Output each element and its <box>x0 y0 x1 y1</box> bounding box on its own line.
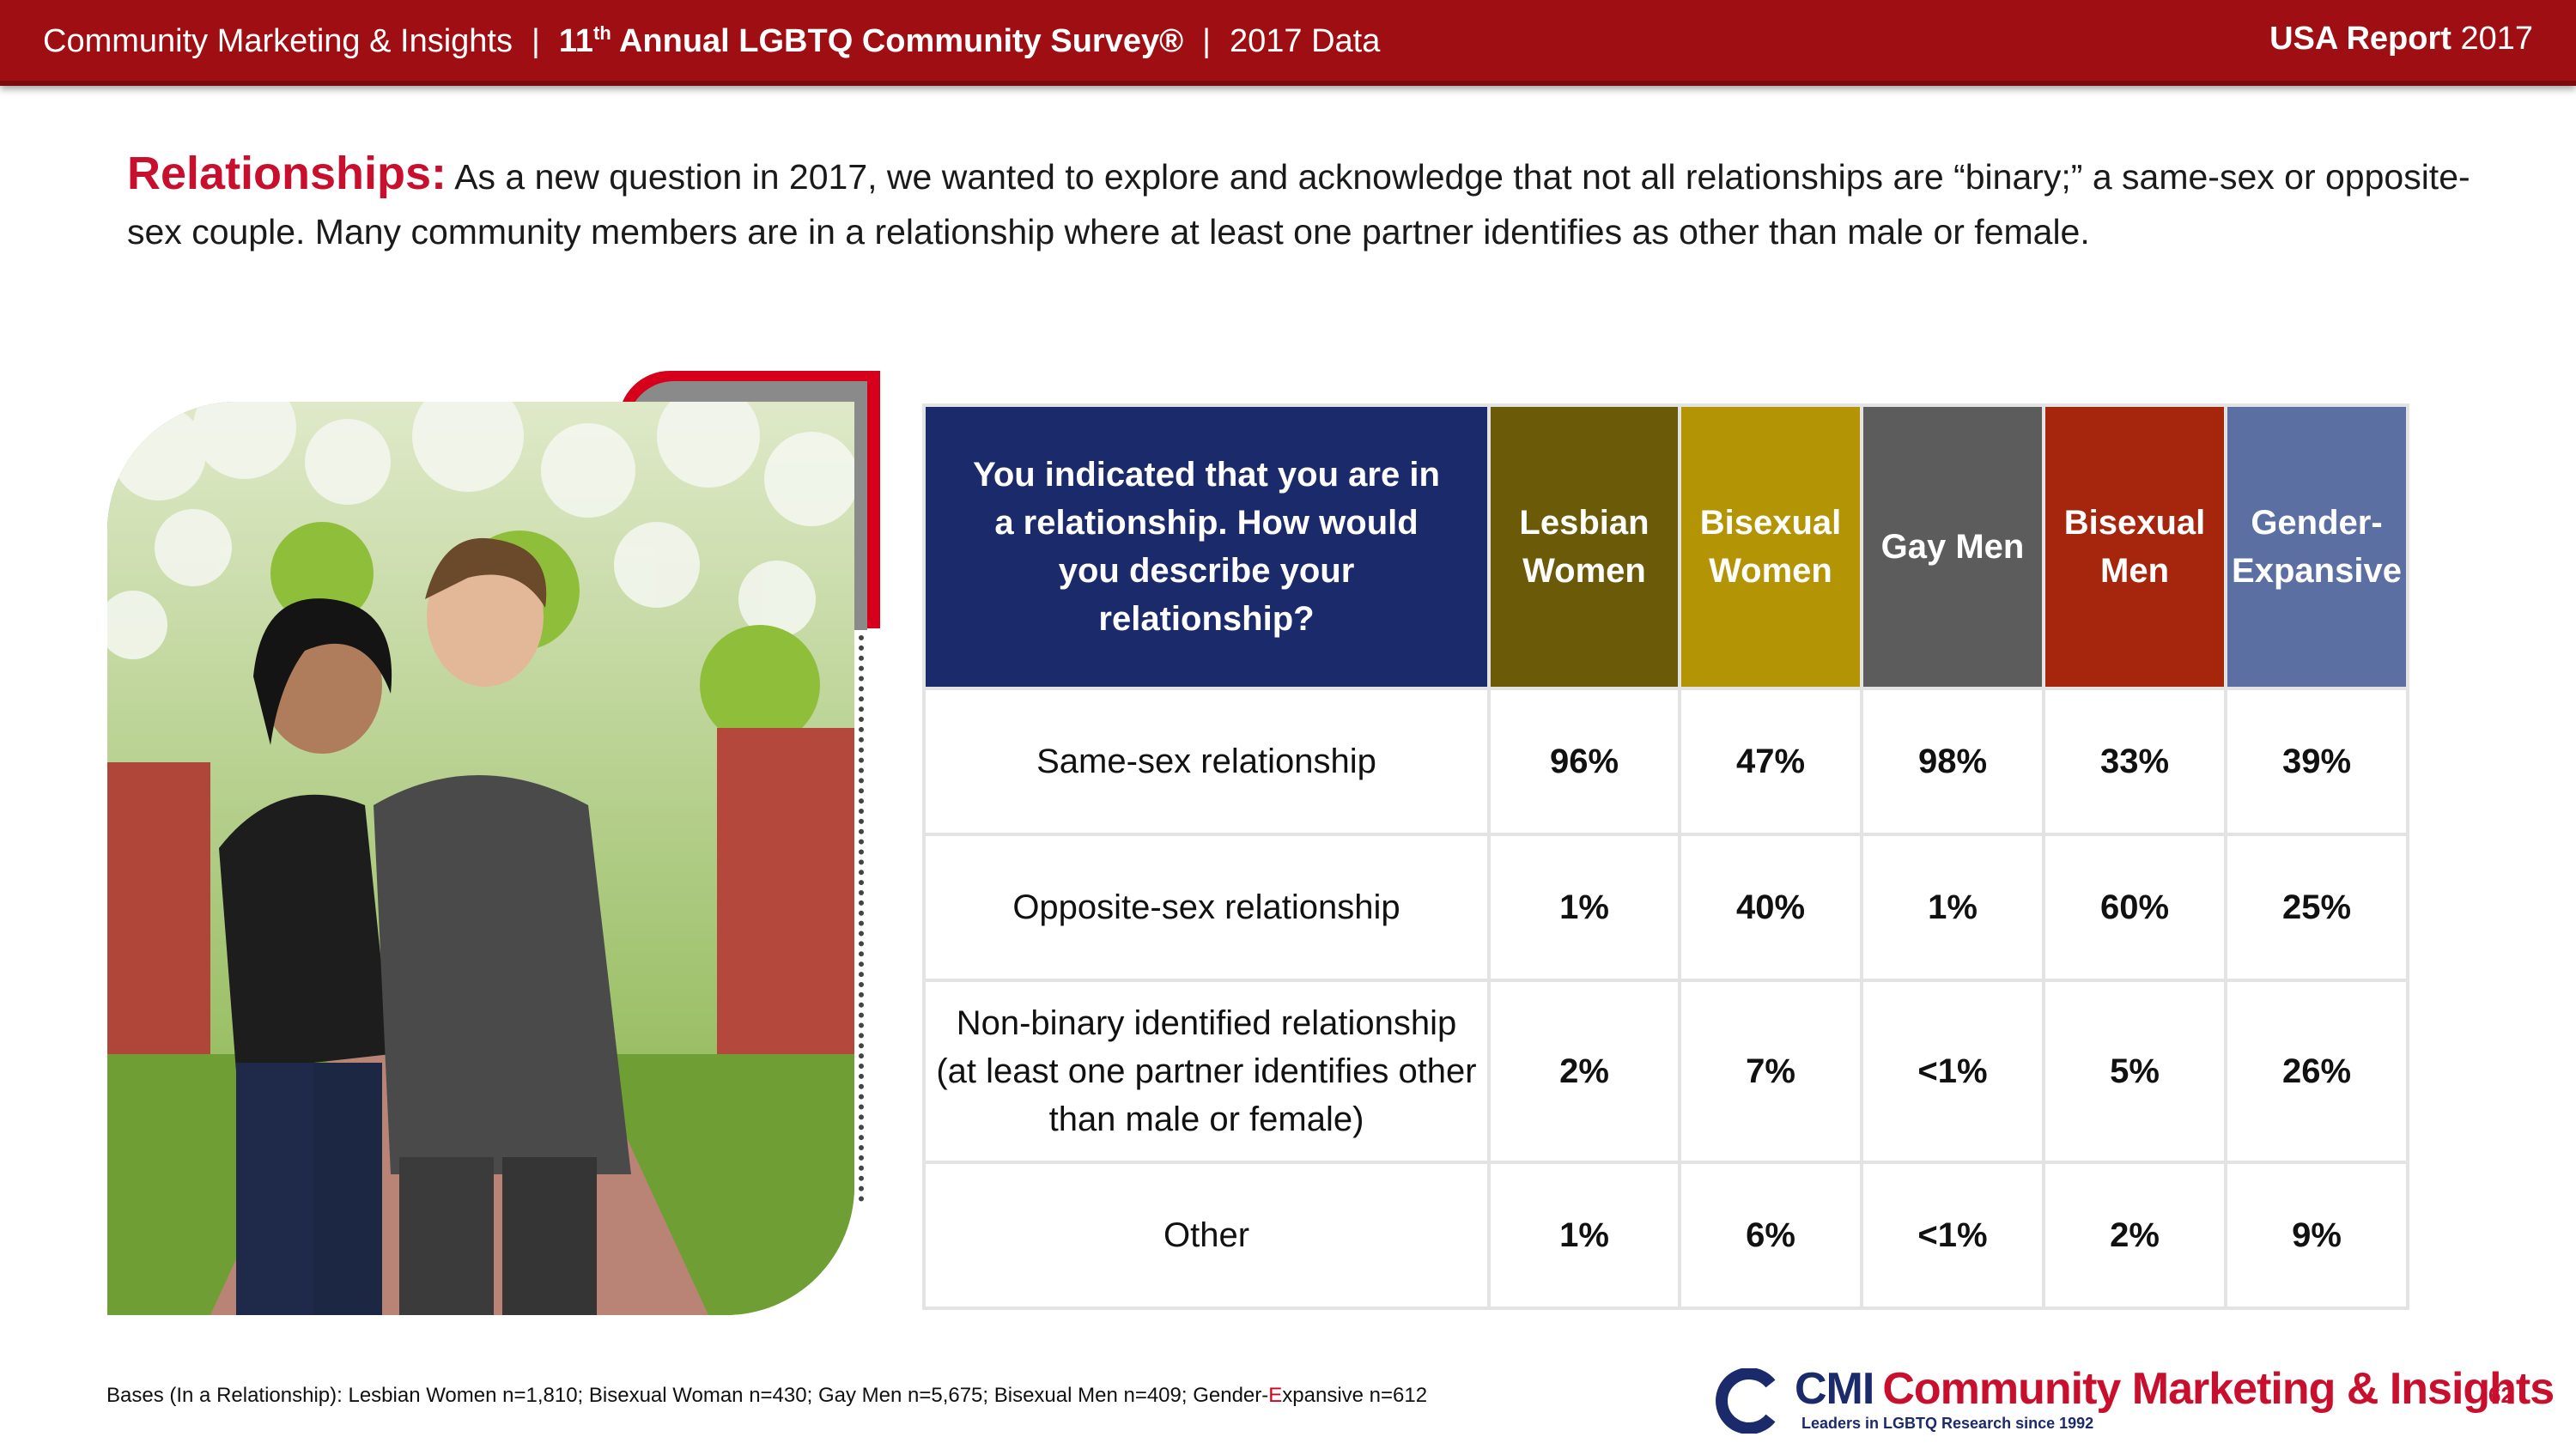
table-header-row: You indicated that you are in a relation… <box>922 403 2409 690</box>
header-survey-name: Annual LGBTQ Community Survey® <box>618 23 1184 59</box>
table-row: Same-sex relationship 96% 47% 98% 33% 39… <box>922 687 2409 836</box>
row-label-opposite-sex: Opposite-sex relationship <box>922 833 1491 982</box>
col-header-bisexual-men: Bisexual Men <box>2042 403 2227 690</box>
cell-value: 6% <box>1678 1161 1863 1310</box>
cell-value: 98% <box>1860 687 2045 836</box>
couple-photo-illustration <box>107 402 854 1315</box>
cell-value: 40% <box>1678 833 1863 982</box>
cell-value: 25% <box>2224 833 2409 982</box>
cell-value: 96% <box>1487 687 1681 836</box>
table-row: Other 1% 6% <1% 2% 9% <box>922 1161 2409 1310</box>
question-header: You indicated that you are in a relation… <box>922 403 1491 690</box>
cell-value: 2% <box>2042 1161 2227 1310</box>
intro-paragraph: Relationships: As a new question in 2017… <box>127 146 2480 259</box>
row-label-same-sex: Same-sex relationship <box>922 687 1491 836</box>
col-header-bisexual-women: Bisexual Women <box>1678 403 1863 690</box>
cell-value: <1% <box>1860 1161 2045 1310</box>
footnote-text-end: xpansive n=612 <box>1282 1384 1428 1407</box>
cell-value: 9% <box>2224 1161 2409 1310</box>
cell-value: 1% <box>1487 1161 1681 1310</box>
dotted-divider <box>859 635 864 1202</box>
footnote-text: Bases (In a Relationship): Lesbian Women… <box>106 1384 1269 1407</box>
cell-value: <1% <box>1860 979 2045 1164</box>
header-data-year: 2017 Data <box>1230 23 1381 59</box>
col-header-lesbian-women: Lesbian Women <box>1487 403 1681 690</box>
intro-text: As a new question in 2017, we wanted to … <box>127 157 2470 252</box>
bases-footnote: Bases (In a Relationship): Lesbian Women… <box>106 1384 1427 1408</box>
header-bar: Community Marketing & Insights | 11th Annu… <box>0 0 2576 86</box>
header-report: USA Report <box>2269 21 2451 57</box>
header-left: Community Marketing & Insights | 11th Annu… <box>43 22 1381 59</box>
cell-value: 39% <box>2224 687 2409 836</box>
cell-value: 26% <box>2224 979 2409 1164</box>
logo-wordmark: CMI Community Marketing & Insights <box>1795 1363 2555 1415</box>
footnote-red-letter: E <box>1268 1384 1283 1407</box>
page-number: 62 <box>2488 1382 2513 1408</box>
cell-value: 1% <box>1487 833 1681 982</box>
cmi-logo: CMI Community Marketing & Insights Leader… <box>1716 1363 2555 1435</box>
table-row: Non-binary identified relationship (at l… <box>922 979 2409 1164</box>
logo-name: Community Marketing & Insights <box>1882 1364 2555 1414</box>
cell-value: 5% <box>2042 979 2227 1164</box>
cell-value: 7% <box>1678 979 1863 1164</box>
cmi-c-icon <box>1716 1368 1776 1434</box>
row-label-non-binary: Non-binary identified relationship (at l… <box>922 979 1491 1164</box>
intro-lead: Relationships: <box>127 148 447 199</box>
col-header-gender-expansive: Gender-Expansive <box>2224 403 2409 690</box>
logo-tagline: Leaders in LGBTQ Research since 1992 <box>1801 1415 2094 1432</box>
header-org: Community Marketing & Insights <box>43 23 513 59</box>
cell-value: 1% <box>1860 833 2045 982</box>
cell-value: 60% <box>2042 833 2227 982</box>
header-report-year: 2017 <box>2460 21 2533 57</box>
header-survey-sup: th <box>593 22 611 44</box>
col-header-gay-men: Gay Men <box>1860 403 2045 690</box>
cell-value: 47% <box>1678 687 1863 836</box>
relationship-table: You indicated that you are in a relation… <box>922 403 2409 1310</box>
couple-photo <box>107 402 854 1315</box>
row-label-other: Other <box>922 1161 1491 1310</box>
cell-value: 33% <box>2042 687 2227 836</box>
logo-cmi: CMI <box>1795 1364 1874 1414</box>
table-row: Opposite-sex relationship 1% 40% 1% 60% … <box>922 833 2409 982</box>
cell-value: 2% <box>1487 979 1681 1164</box>
header-right: USA Report 2017 <box>2269 21 2533 58</box>
header-survey-number: 11 <box>558 23 594 59</box>
